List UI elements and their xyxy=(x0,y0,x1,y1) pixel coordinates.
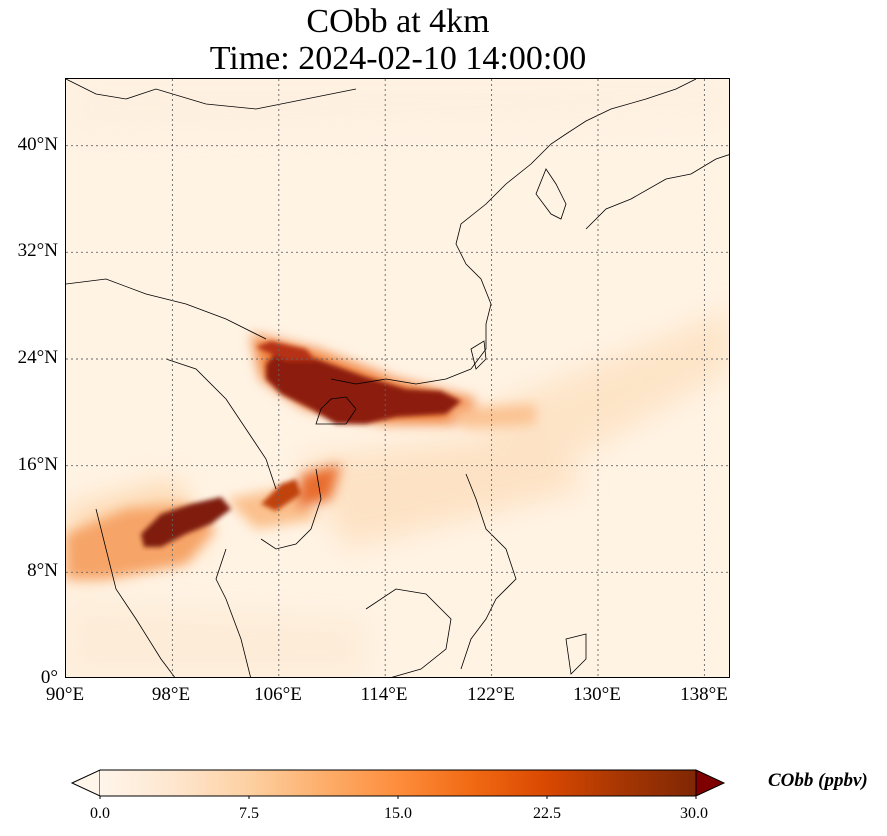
colorbar-tick-label: 30.0 xyxy=(680,805,708,822)
x-tick-label: 90°E xyxy=(45,684,85,705)
x-tick-label: 138°E xyxy=(680,684,728,705)
x-tick-label: 130°E xyxy=(573,684,621,705)
coastlines xyxy=(66,79,729,677)
map-title: CObb at 4km xyxy=(306,3,490,40)
y-tick-label: 40°N xyxy=(17,134,58,155)
y-tick-label: 16°N xyxy=(17,454,58,475)
colorbar-tick-label: 7.5 xyxy=(239,805,259,822)
colorbar-tick-label: 0.0 xyxy=(90,805,110,822)
map-plot-area[interactable] xyxy=(65,78,730,678)
y-tick-label: 24°N xyxy=(17,347,58,368)
colorbar-extend-max xyxy=(695,769,726,797)
map-subtitle-time: Time: 2024-02-10 14:00:00 xyxy=(209,40,587,77)
colorbar-title: CObb (ppbv) xyxy=(768,770,868,791)
x-tick-label: 106°E xyxy=(254,684,302,705)
x-tick-label: 122°E xyxy=(467,684,515,705)
y-tick-label: 32°N xyxy=(17,240,58,261)
colorbar-tick-label: 22.5 xyxy=(533,805,561,822)
colorbar-tick-label: 15.0 xyxy=(384,805,412,822)
concentration-field-dense xyxy=(141,341,461,547)
y-tick-label: 8°N xyxy=(27,560,58,581)
x-tick-label: 98°E xyxy=(151,684,191,705)
gridlines xyxy=(66,79,729,677)
y-tick-label: 0° xyxy=(40,667,58,688)
colorbar xyxy=(70,769,726,799)
map-canvas xyxy=(66,79,729,677)
x-tick-label: 114°E xyxy=(360,684,408,705)
colorbar-extend-min xyxy=(70,769,101,797)
colorbar-gradient xyxy=(100,770,696,796)
